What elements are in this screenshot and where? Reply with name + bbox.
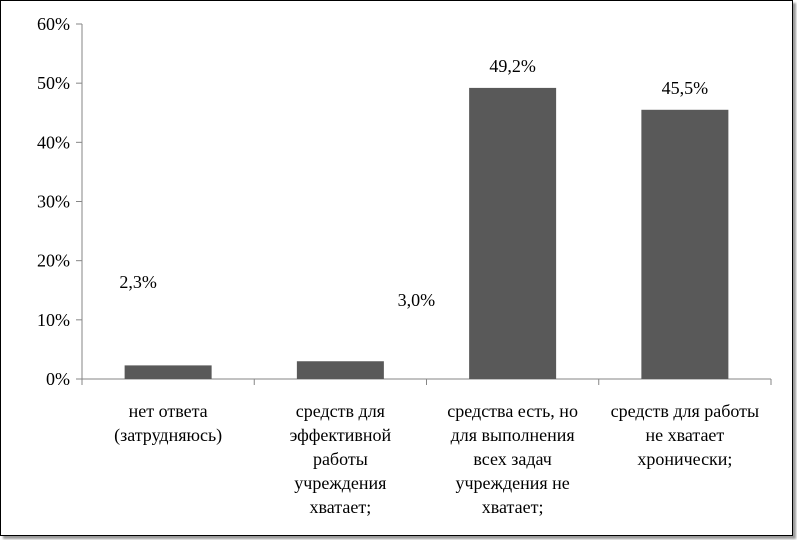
data-label: 2,3% [119, 272, 157, 292]
y-tick-label: 40% [37, 132, 70, 152]
bar [469, 87, 557, 380]
x-tick-label: не хватает [645, 425, 724, 445]
x-tick-label: всех задач [473, 449, 551, 469]
y-tick-label: 20% [37, 251, 70, 271]
y-tick-label: 60% [37, 14, 70, 34]
y-tick-label: 10% [37, 310, 70, 330]
x-tick-label: для выполнения [451, 425, 575, 445]
data-label: 49,2% [489, 56, 536, 76]
x-tick-label: работы [313, 449, 368, 469]
x-tick-label: учреждения не [455, 473, 569, 493]
data-label: 3,0% [398, 290, 436, 310]
x-tick-label: средств для работы [611, 401, 760, 421]
x-tick-label: (затрудняюсь) [114, 425, 222, 446]
x-tick-label: эффективной [290, 425, 392, 445]
bar [296, 361, 384, 379]
x-tick-label: хватает; [482, 497, 544, 517]
y-tick-label: 50% [37, 73, 70, 93]
bar [124, 365, 212, 379]
x-tick-label: учреждения [294, 473, 386, 493]
x-tick-label: хронически; [637, 449, 732, 469]
y-tick-label: 30% [37, 192, 70, 212]
y-tick-label: 0% [46, 369, 70, 389]
data-label: 45,5% [662, 78, 709, 98]
x-tick-label: средств для [296, 401, 385, 421]
x-tick-label: нет ответа [129, 401, 208, 421]
bar [641, 109, 729, 380]
x-tick-label: средства есть, но [447, 401, 578, 421]
x-tick-label: хватает; [310, 497, 372, 517]
